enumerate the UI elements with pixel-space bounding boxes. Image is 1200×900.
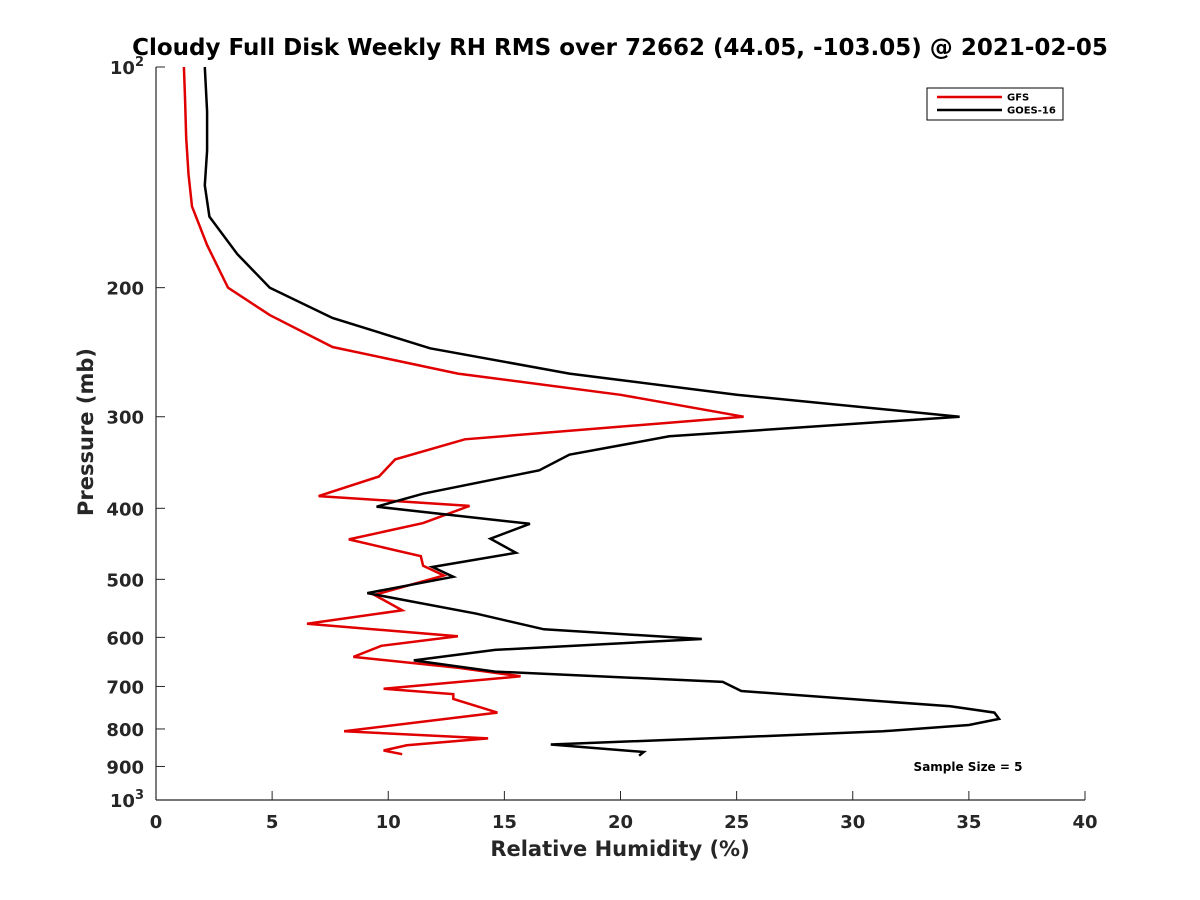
plot-area: 0 5 10 15 20 25 30 35 40 102 200 300 400 500 600 700 800…	[106, 55, 1097, 833]
x-tick-label: 0	[150, 812, 163, 833]
x-tick-label: 40	[1072, 812, 1097, 833]
x-tick-label: 10	[376, 812, 401, 833]
y-tick-label: 800	[106, 720, 144, 741]
x-tick-label: 25	[724, 812, 749, 833]
y-tick-label: 300	[106, 408, 144, 429]
x-tick-label: 35	[956, 812, 981, 833]
legend-label-gfs: GFS	[1007, 93, 1029, 104]
y-tick-label: 700	[106, 677, 144, 698]
y-tick-label: 400	[106, 499, 144, 520]
x-tick-label: 15	[492, 812, 517, 833]
y-tick-label: 102	[110, 55, 144, 79]
x-axis-label: Relative Humidity (%)	[490, 837, 749, 861]
series-line-goes-16	[203, 66, 1002, 757]
x-tick-label: 30	[840, 812, 865, 833]
x-tick-label: 5	[266, 812, 279, 833]
legend-label-goes-16: GOES-16	[1007, 106, 1056, 117]
chart-title: Cloudy Full Disk Weekly RH RMS over 7266…	[132, 35, 1108, 61]
series-line-gfs	[182, 66, 744, 756]
y-axis-label: Pressure (mb)	[74, 348, 98, 516]
sample-size-annotation: Sample Size = 5	[914, 760, 1023, 774]
x-tick-label: 20	[608, 812, 633, 833]
y-tick-label: 600	[106, 628, 144, 649]
y-tick-label: 103	[110, 788, 144, 812]
legend: GFS GOES-16	[926, 87, 1064, 121]
y-tick-label: 900	[106, 757, 144, 778]
y-tick-label: 500	[106, 570, 144, 591]
legend-box	[926, 87, 1064, 121]
y-tick-label: 200	[106, 279, 144, 300]
